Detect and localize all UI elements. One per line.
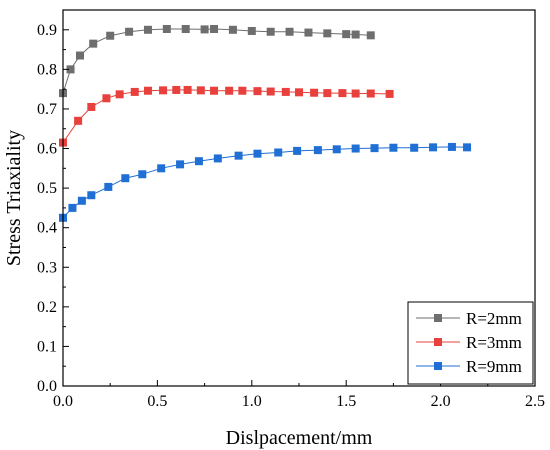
legend-marker	[434, 314, 442, 322]
y-tick-label: 0.1	[37, 338, 57, 355]
y-tick-label: 0.2	[37, 299, 57, 316]
data-point	[66, 65, 75, 74]
x-tick-label: 0.0	[53, 393, 73, 410]
x-tick-label: 1.5	[336, 393, 356, 410]
data-point	[210, 24, 219, 33]
data-point	[274, 148, 283, 157]
data-point	[102, 94, 111, 103]
data-point	[89, 39, 98, 48]
data-point	[68, 203, 77, 212]
data-point	[138, 170, 147, 179]
x-tick-label: 2.0	[431, 393, 451, 410]
data-point	[313, 146, 322, 155]
data-point	[87, 102, 96, 111]
data-point	[304, 28, 313, 37]
data-point	[281, 87, 290, 96]
legend-label: R=3mm	[466, 333, 522, 352]
data-point	[370, 144, 379, 153]
data-point	[157, 164, 166, 173]
x-axis-label: Dislpacement/mm	[226, 427, 373, 449]
data-point	[159, 86, 168, 95]
data-point	[366, 31, 375, 40]
data-point	[385, 89, 394, 98]
data-point	[213, 154, 222, 163]
y-tick-label: 0.0	[37, 378, 57, 395]
data-point	[125, 27, 134, 36]
data-point	[351, 30, 360, 39]
data-point	[351, 89, 360, 98]
data-point	[130, 87, 139, 96]
series-line	[62, 89, 390, 143]
y-tick-label: 0.9	[37, 22, 57, 39]
series-R=2mm	[59, 24, 375, 98]
data-point	[162, 24, 171, 33]
legend-marker	[434, 362, 442, 370]
data-point	[295, 88, 303, 97]
data-point	[228, 25, 237, 34]
data-point	[366, 89, 375, 98]
data-point	[410, 143, 419, 152]
data-point	[143, 86, 152, 95]
data-point	[194, 157, 203, 166]
legend-box	[407, 301, 534, 385]
data-point	[463, 143, 472, 152]
legend-label: R=2mm	[466, 309, 522, 328]
y-tick-label: 0.5	[37, 180, 57, 197]
x-tick-label: 2.5	[525, 393, 545, 410]
data-point	[429, 143, 438, 152]
series-line	[62, 146, 468, 219]
y-axis-label: Stress Triaxiality	[3, 130, 25, 266]
y-tick-label: 0.3	[37, 259, 57, 276]
data-point	[176, 160, 185, 169]
data-point	[332, 145, 341, 154]
data-point	[234, 151, 243, 160]
data-point	[351, 144, 360, 153]
data-point	[342, 30, 351, 39]
x-tick-label: 1.0	[242, 393, 262, 410]
data-point	[338, 89, 347, 98]
series-R=3mm	[59, 85, 394, 147]
data-point	[266, 87, 275, 96]
data-point	[75, 51, 84, 60]
data-point	[225, 86, 234, 95]
data-point	[181, 24, 190, 33]
data-point	[266, 27, 275, 36]
data-point	[143, 25, 152, 34]
y-tick-label: 0.6	[37, 141, 57, 158]
legend-label: R=9mm	[466, 357, 522, 376]
y-tick-label: 0.4	[37, 220, 57, 237]
data-point	[323, 89, 332, 98]
data-point	[77, 196, 86, 205]
y-tick-label: 0.8	[37, 61, 57, 78]
data-point	[447, 142, 456, 151]
legend-marker	[434, 338, 442, 346]
data-point	[389, 143, 398, 152]
data-point	[172, 85, 181, 94]
data-point	[323, 29, 332, 38]
data-point	[183, 85, 192, 94]
data-point	[115, 90, 124, 99]
data-point	[253, 87, 262, 96]
x-tick-label: 0.5	[147, 393, 167, 410]
series-R=9mm	[59, 142, 472, 222]
data-point	[74, 116, 83, 125]
data-point	[87, 191, 96, 200]
data-point	[106, 31, 115, 40]
data-point	[121, 174, 130, 183]
data-point	[253, 149, 262, 158]
data-point	[238, 86, 247, 95]
y-tick-label: 0.7	[37, 101, 57, 118]
data-point	[285, 27, 294, 36]
data-point	[293, 146, 302, 155]
legend: R=2mm R=3mm R=9mm	[407, 301, 534, 385]
data-point	[310, 88, 319, 97]
data-point	[200, 25, 209, 34]
data-point	[104, 182, 113, 191]
data-point	[247, 26, 256, 35]
data-point	[196, 86, 205, 95]
data-point	[210, 86, 219, 95]
